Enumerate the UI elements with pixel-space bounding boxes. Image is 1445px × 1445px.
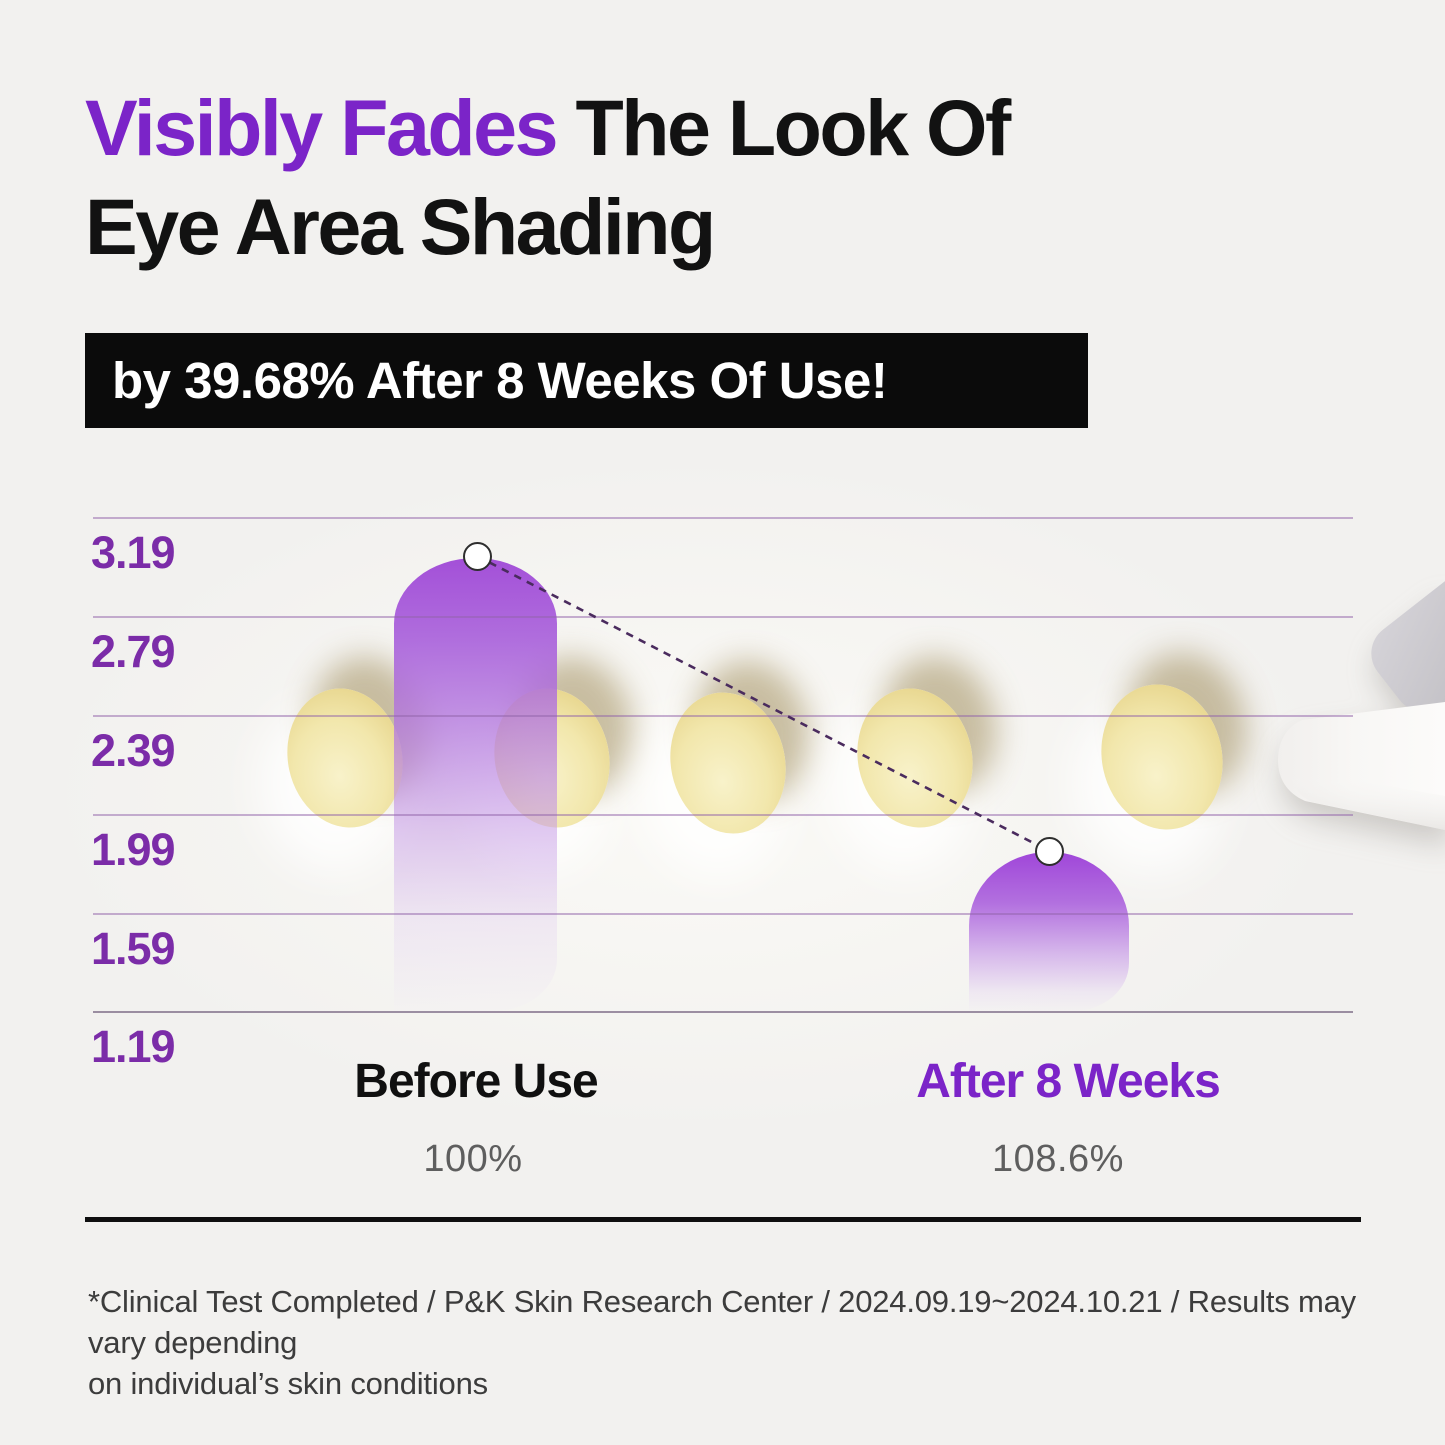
axis-tick-label: 1.19 xyxy=(91,1021,176,1072)
grid-line xyxy=(93,616,1353,618)
grid-line-baseline xyxy=(93,1011,1353,1013)
percent-label-before: 100% xyxy=(423,1138,523,1180)
title-line-1: Visibly Fades The Look Of xyxy=(85,78,1011,177)
disclaimer-text: *Clinical Test Completed / P&K Skin Rese… xyxy=(88,1281,1398,1404)
page-title: Visibly Fades The Look Of Eye Area Shadi… xyxy=(85,78,1011,276)
data-point-marker xyxy=(463,542,492,571)
percent-label-after: 108.6% xyxy=(992,1138,1124,1180)
divider xyxy=(85,1217,1361,1222)
grid-line xyxy=(93,715,1353,717)
grid-line xyxy=(93,913,1353,915)
claim-banner-text: by 39.68% After 8 Weeks Of Use! xyxy=(112,352,888,409)
grid-line xyxy=(93,517,1353,519)
axis-tick-label: 1.99 xyxy=(91,824,176,875)
title-highlight: Visibly Fades xyxy=(85,83,559,172)
axis-tick-label: 2.79 xyxy=(91,626,176,677)
grid-line xyxy=(93,814,1353,816)
claim-banner: by 39.68% After 8 Weeks Of Use! xyxy=(85,333,1088,428)
axis-tick-label: 3.19 xyxy=(91,527,176,578)
title-line-2: Eye Area Shading xyxy=(85,182,716,271)
axis-tick-label: 2.39 xyxy=(91,725,176,776)
axis-tick-label: 1.59 xyxy=(91,923,176,974)
title-rest: The Look Of xyxy=(556,83,1011,172)
bar-before-use xyxy=(394,558,557,1011)
disclaimer-line-1: *Clinical Test Completed / P&K Skin Rese… xyxy=(88,1284,1356,1360)
data-point-marker xyxy=(1035,837,1064,866)
bar-after-8-weeks xyxy=(969,852,1129,1011)
disclaimer-line-2: on individual’s skin conditions xyxy=(88,1366,488,1401)
category-label-before: Before Use xyxy=(354,1055,598,1108)
category-label-after: After 8 Weeks xyxy=(916,1055,1221,1108)
